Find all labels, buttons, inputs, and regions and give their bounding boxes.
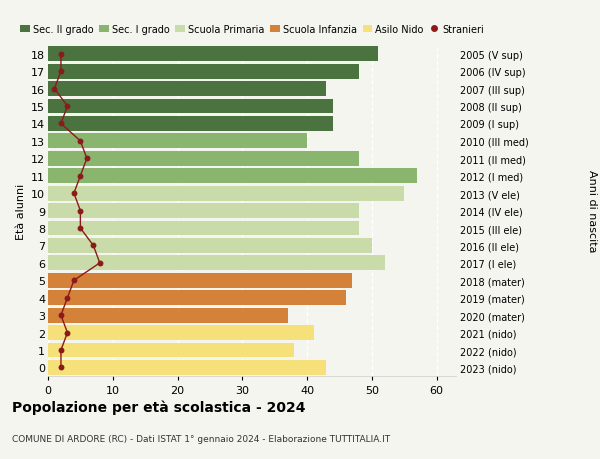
Bar [48,360,326,375]
Bar [48,151,359,166]
Bar [48,169,417,184]
Point [76,138,85,145]
Bar [48,47,378,62]
Point [95,260,104,267]
Bar [48,134,307,149]
Point [69,277,79,285]
Point [56,121,66,128]
Text: Anni di nascita: Anni di nascita [587,170,597,252]
Bar [48,117,333,132]
Bar [48,186,404,201]
Point [69,190,79,197]
Point [62,329,72,336]
Bar [48,239,372,253]
Bar [48,100,333,114]
Point [56,312,66,319]
Bar [48,273,352,288]
Point [76,207,85,215]
Text: Popolazione per età scolastica - 2024: Popolazione per età scolastica - 2024 [12,399,305,414]
Point [56,364,66,371]
Point [82,155,92,162]
Bar [48,256,385,271]
Point [89,242,98,250]
Legend: Sec. II grado, Sec. I grado, Scuola Primaria, Scuola Infanzia, Asilo Nido, Stran: Sec. II grado, Sec. I grado, Scuola Prim… [20,24,484,34]
Bar [48,82,326,97]
Point [62,294,72,302]
Bar [48,204,359,218]
Point [62,103,72,111]
Bar [48,308,287,323]
Bar [48,221,359,236]
Point [76,225,85,232]
Point [56,51,66,58]
Point [50,86,59,93]
Bar [48,291,346,306]
Bar [48,343,294,358]
Point [56,347,66,354]
Point [56,68,66,76]
Bar [48,325,314,340]
Bar [48,65,359,79]
Point [76,173,85,180]
Text: COMUNE DI ARDORE (RC) - Dati ISTAT 1° gennaio 2024 - Elaborazione TUTTITALIA.IT: COMUNE DI ARDORE (RC) - Dati ISTAT 1° ge… [12,434,390,443]
Y-axis label: Età alunni: Età alunni [16,183,26,239]
